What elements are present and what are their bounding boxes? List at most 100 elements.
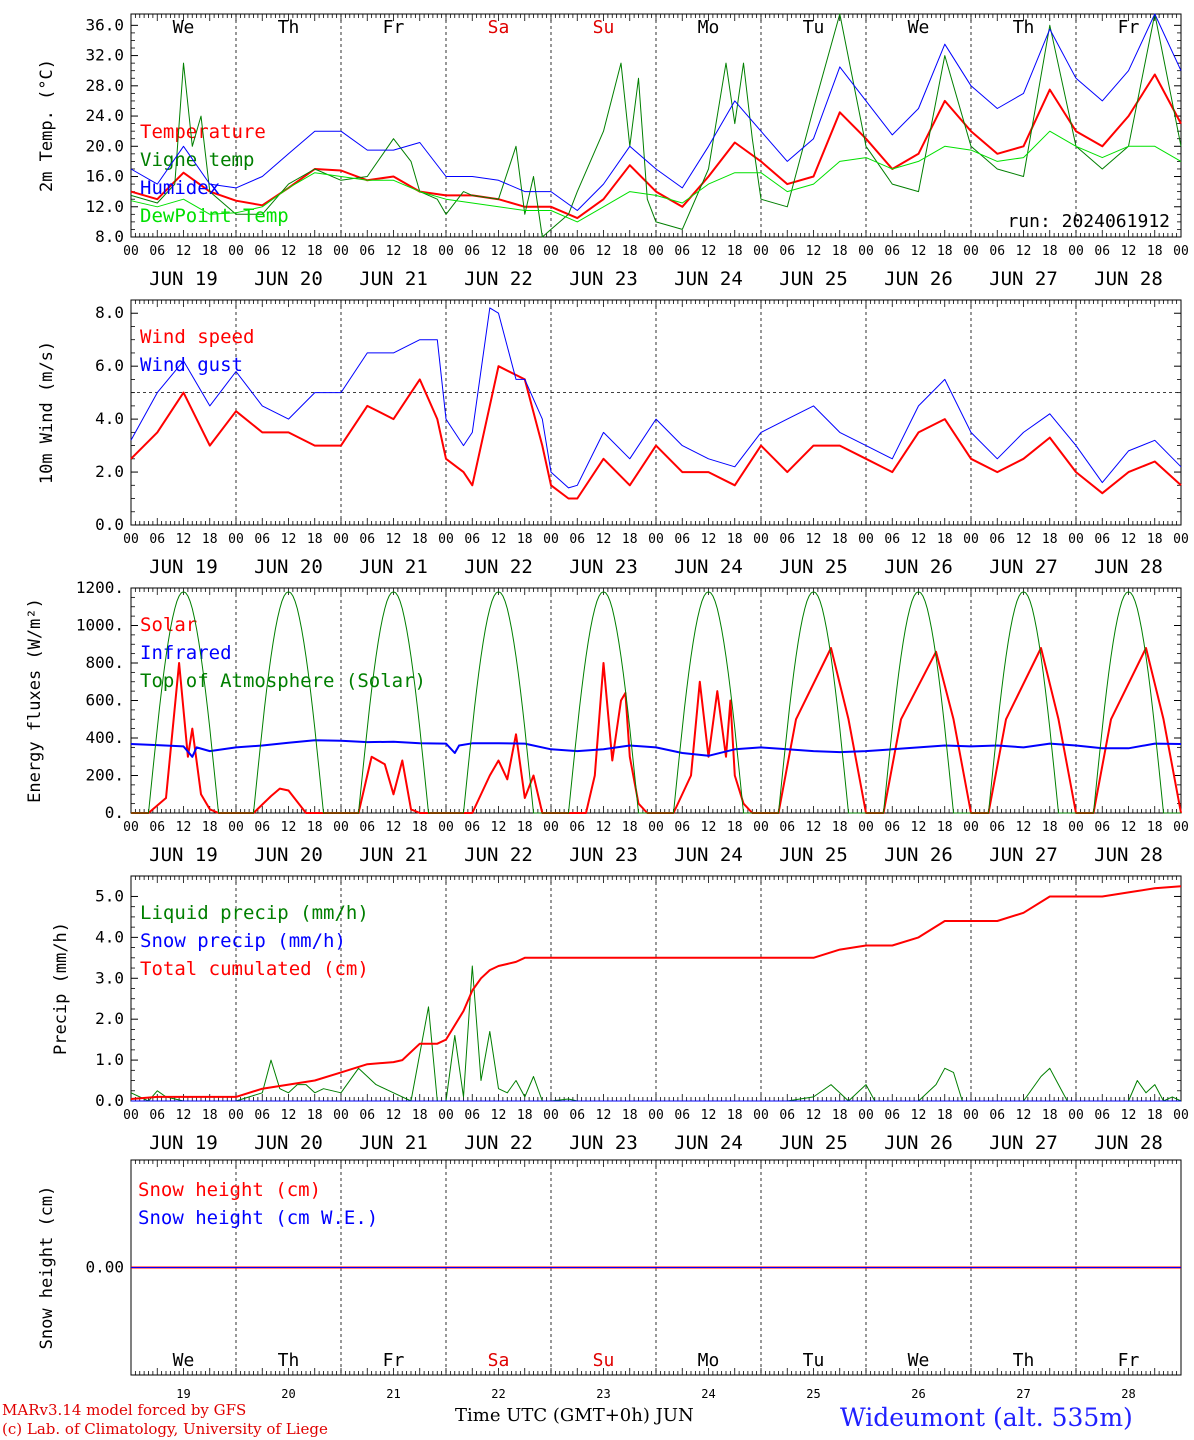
hour-tick-label: 00	[648, 820, 664, 835]
hour-tick-label: 00	[1173, 532, 1189, 547]
series-line-solar	[131, 647, 1182, 814]
hour-tick-label: 06	[1094, 1108, 1110, 1123]
series-line-temperature	[130, 73, 1182, 220]
weekday-label: Th	[1013, 1350, 1035, 1371]
hour-tick-label: 00	[228, 532, 244, 547]
date-label: JUN 28	[1094, 844, 1163, 866]
hour-tick-label: 12	[701, 532, 717, 547]
date-label: JUN 26	[884, 844, 953, 866]
hour-tick-label: 06	[674, 244, 690, 259]
hour-tick-label: 00	[963, 532, 979, 547]
weekday-label: Th	[278, 1350, 300, 1371]
legend-label: Snow height (cm W.E.)	[138, 1207, 378, 1229]
hour-tick-label: 00	[753, 244, 769, 259]
hour-tick-label: 12	[911, 1108, 927, 1123]
hour-tick-label: 12	[491, 1108, 507, 1123]
hour-tick-label: 06	[359, 1108, 375, 1123]
y-tick-label: 400.	[85, 728, 124, 747]
hour-tick-label: 06	[569, 1108, 585, 1123]
plot-frame-0	[130, 13, 1182, 238]
hour-tick-label: 12	[806, 1108, 822, 1123]
date-label: JUN 28	[1094, 1132, 1163, 1154]
weekday-label: Fr	[383, 17, 405, 38]
weekday-label: Fr	[1118, 17, 1140, 38]
weekday-label: Th	[1013, 17, 1035, 38]
legend-label: Liquid precip (mm/h)	[140, 902, 369, 924]
day-number-label: 22	[491, 1387, 505, 1401]
hour-tick-label: 00	[858, 244, 874, 259]
hour-tick-label: 06	[779, 820, 795, 835]
hour-tick-label: 06	[1094, 820, 1110, 835]
hour-tick-label: 00	[123, 820, 139, 835]
day-number-label: 24	[701, 1387, 715, 1401]
hour-tick-label: 18	[832, 820, 848, 835]
series-line-infrared	[130, 739, 1182, 758]
hour-tick-label: 18	[622, 820, 638, 835]
legend-label: Top of Atmosphere (Solar)	[140, 670, 426, 692]
hour-tick-label: 18	[1147, 244, 1163, 259]
hour-tick-label: 12	[491, 244, 507, 259]
legend-label: Solar	[140, 614, 197, 636]
hour-tick-label: 18	[937, 244, 953, 259]
hour-tick-label: 18	[1147, 1108, 1163, 1123]
date-label: JUN 21	[359, 268, 428, 290]
hour-tick-label: 00	[333, 820, 349, 835]
hour-tick-label: 12	[1121, 1108, 1137, 1123]
date-label: JUN 26	[884, 556, 953, 578]
series-line-total-cumulated-cm-	[130, 885, 1182, 1100]
hour-tick-label: 18	[412, 532, 428, 547]
weekday-label: Tu	[803, 1350, 825, 1371]
date-label: JUN 28	[1094, 556, 1163, 578]
hour-tick-label: 00	[648, 532, 664, 547]
date-label: JUN 20	[254, 268, 323, 290]
hour-tick-label: 00	[1068, 532, 1084, 547]
hour-tick-label: 12	[1121, 532, 1137, 547]
hour-tick-label: 00	[753, 1108, 769, 1123]
hour-tick-label: 12	[386, 1108, 402, 1123]
hour-tick-label: 12	[176, 244, 192, 259]
hour-tick-label: 06	[254, 244, 270, 259]
hour-tick-label: 00	[1068, 820, 1084, 835]
y-tick-label: 32.0	[85, 46, 124, 65]
series-line-wind-speed	[130, 365, 1182, 500]
hour-tick-label: 00	[123, 1108, 139, 1123]
hour-tick-label: 18	[202, 1108, 218, 1123]
legend-label: Infrared	[140, 642, 232, 664]
legend-label: Wind speed	[140, 326, 254, 348]
series-line-wind-gust	[130, 307, 1182, 489]
hour-tick-label: 00	[123, 532, 139, 547]
hour-tick-label: 12	[806, 244, 822, 259]
weekday-label: Su	[593, 17, 615, 38]
y-tick-label: 600.	[85, 691, 124, 710]
hour-tick-label: 06	[1094, 532, 1110, 547]
date-label: JUN 22	[464, 556, 533, 578]
hour-tick-label: 00	[1173, 244, 1189, 259]
date-label: JUN 19	[149, 268, 218, 290]
hour-tick-label: 06	[149, 1108, 165, 1123]
weekday-label: Mo	[698, 1350, 720, 1371]
date-label: JUN 22	[464, 268, 533, 290]
y-axis-title: 2m Temp. (°C)	[37, 59, 57, 192]
hour-tick-label: 18	[727, 532, 743, 547]
hour-tick-label: 12	[281, 1108, 297, 1123]
legend-label: Wind gust	[140, 354, 243, 376]
hour-tick-label: 00	[438, 1108, 454, 1123]
day-number-label: 28	[1121, 1387, 1135, 1401]
y-axis-title: 10m Wind (m/s)	[37, 341, 57, 484]
hour-tick-label: 12	[281, 244, 297, 259]
day-number-label: 25	[806, 1387, 820, 1401]
hour-tick-label: 06	[569, 820, 585, 835]
weekday-label: Th	[278, 17, 300, 38]
hour-tick-label: 06	[884, 820, 900, 835]
time-axis-label: Time UTC (GMT+0h)	[455, 1405, 650, 1426]
hour-tick-label: 18	[832, 1108, 848, 1123]
date-label: JUN 20	[254, 556, 323, 578]
date-label: JUN 24	[674, 268, 743, 290]
hour-tick-label: 18	[622, 532, 638, 547]
legend-label: Vigne temp	[140, 149, 254, 171]
hour-tick-label: 18	[622, 1108, 638, 1123]
hour-tick-label: 18	[307, 820, 323, 835]
hour-tick-label: 18	[202, 532, 218, 547]
hour-tick-label: 06	[884, 244, 900, 259]
